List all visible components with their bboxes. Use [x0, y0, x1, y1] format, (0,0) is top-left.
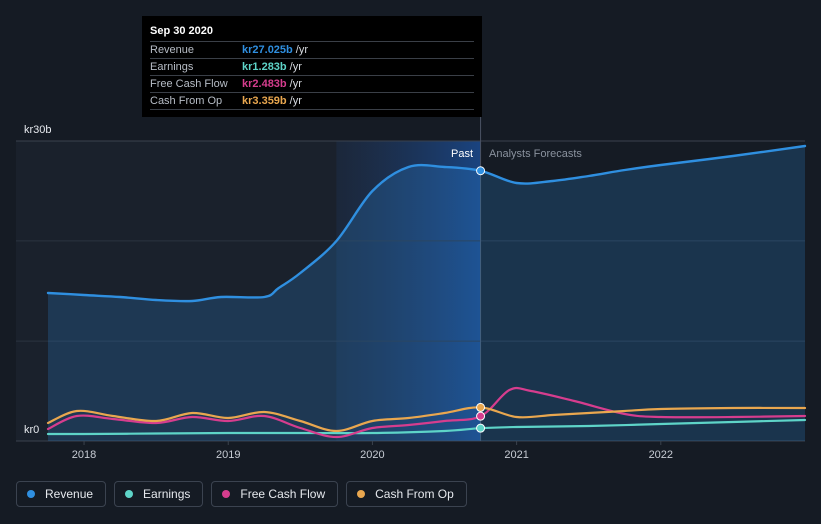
tooltip-label: Cash From Op [150, 95, 223, 107]
x-tick-label: 2021 [504, 449, 528, 461]
y-axis-top-label: kr30b [24, 124, 52, 136]
legend-item-free-cash-flow[interactable]: Free Cash Flow [211, 481, 339, 507]
tooltip: Sep 30 2020 Revenue kr27.025b /yr Earnin… [142, 16, 482, 117]
legend: Revenue Earnings Free Cash Flow Cash Fro… [16, 481, 467, 507]
x-tick-label: 2020 [360, 449, 384, 461]
legend-dot-icon [27, 490, 35, 498]
free-cash-flow-line [46, 386, 807, 439]
revenue-area [48, 146, 805, 441]
tooltip-row-free-cash-flow: Free Cash Flow kr2.483b /yr [150, 75, 474, 92]
tooltip-unit: /yr [289, 95, 302, 107]
past-label: Past [451, 148, 473, 160]
earnings-marker [476, 423, 486, 433]
tooltip-label: Revenue [150, 44, 195, 56]
tooltip-row-revenue: Revenue kr27.025b /yr [150, 41, 474, 58]
tooltip-row-cash-from-op: Cash From Op kr3.359b /yr [150, 92, 474, 110]
cash-from-op-marker [476, 402, 486, 412]
legend-dot-icon [125, 490, 134, 498]
tooltip-label: Free Cash Flow [150, 78, 228, 90]
legend-label: Free Cash Flow [240, 487, 326, 501]
legend-dot-icon [222, 490, 231, 498]
tooltip-unit: /yr [289, 78, 302, 90]
x-tick-label: 2019 [216, 449, 240, 461]
tooltip-unit: /yr [289, 61, 302, 73]
legend-dot-icon [357, 490, 366, 498]
legend-item-earnings[interactable]: Earnings [114, 481, 204, 507]
tooltip-label: Earnings [150, 61, 194, 73]
x-tick-label: 2018 [72, 449, 96, 461]
free-cash-flow-marker [476, 411, 486, 421]
tooltip-date: Sep 30 2020 [150, 25, 213, 37]
legend-label: Cash From Op [375, 487, 454, 501]
legend-item-revenue[interactable]: Revenue [16, 481, 107, 507]
tooltip-value: kr27.025b [242, 44, 293, 56]
tooltip-value: kr2.483b [242, 78, 287, 90]
earnings-line [46, 418, 807, 436]
x-tick-label: 2022 [649, 449, 673, 461]
revenue-marker [476, 166, 486, 176]
legend-item-cash-from-op[interactable]: Cash From Op [346, 481, 467, 507]
tooltip-row-earnings: Earnings kr1.283b /yr [150, 58, 474, 75]
legend-label: Revenue [45, 487, 94, 501]
revenue-line [46, 144, 807, 303]
forecast-label: Analysts Forecasts [489, 148, 582, 160]
tooltip-value: kr3.359b [242, 95, 287, 107]
past-highlight [336, 141, 481, 441]
tooltip-unit: /yr [295, 44, 308, 56]
y-axis-bottom-label: kr0 [24, 424, 39, 436]
tooltip-value: kr1.283b [242, 61, 287, 73]
legend-label: Earnings [143, 487, 191, 501]
cash-from-op-line [46, 406, 807, 433]
